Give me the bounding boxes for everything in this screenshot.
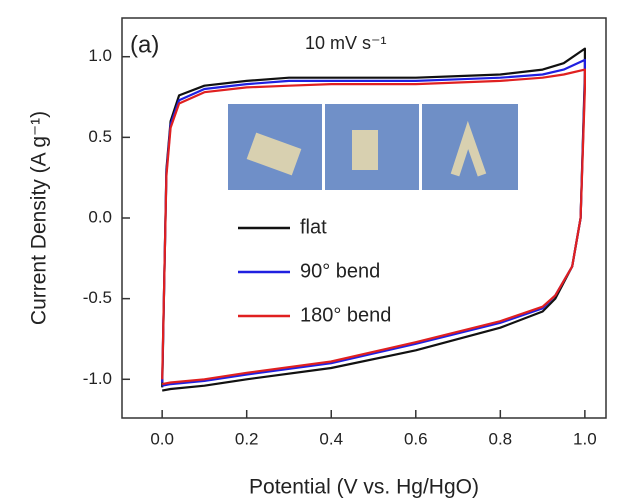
x-tick-label: 0.0: [150, 429, 174, 448]
photo-sample: [450, 120, 487, 177]
series-line: [161, 68, 586, 386]
scan-rate: 10 mV s⁻¹: [305, 33, 387, 53]
y-tick-label: -1.0: [83, 369, 112, 388]
y-axis-label: Current Density (A g⁻¹): [28, 111, 51, 325]
y-tick-label: -0.5: [83, 288, 112, 307]
x-tick-label: 0.6: [404, 429, 428, 448]
series-line: [161, 58, 586, 387]
legend-text: 180° bend: [300, 304, 391, 326]
y-tick-label: 0.0: [88, 207, 112, 226]
photo-sample: [352, 130, 378, 170]
inset-photos: [228, 104, 518, 190]
x-tick-label: 0.8: [489, 429, 513, 448]
y-tick-label: 1.0: [88, 46, 112, 65]
x-tick-label: 1.0: [573, 429, 597, 448]
x-tick-label: 0.2: [235, 429, 259, 448]
series-line: [161, 47, 586, 392]
panel-label: (a): [130, 31, 159, 58]
photo-sample: [246, 132, 302, 176]
legend-text: 90° bend: [300, 260, 380, 282]
y-tick-label: 0.5: [88, 127, 112, 146]
legend-text: flat: [300, 216, 327, 238]
x-tick-label: 0.4: [319, 429, 343, 448]
x-axis-label: Potential (V vs. Hg/HgO): [249, 476, 479, 499]
